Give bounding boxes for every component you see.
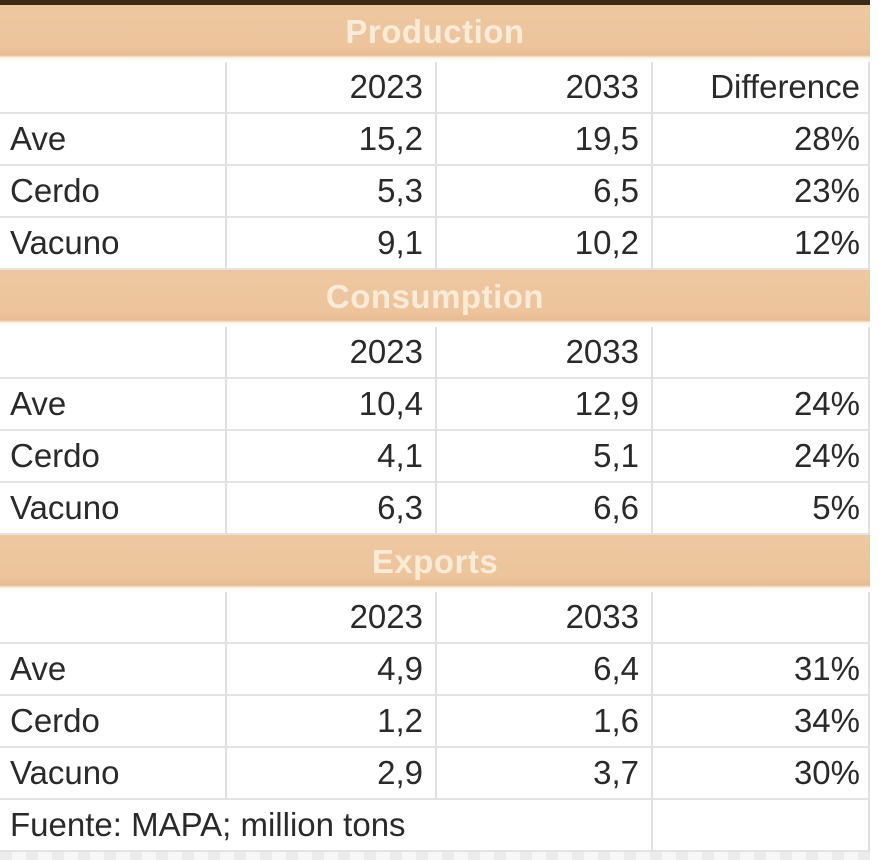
- column-header-row: 2023 2033: [0, 592, 870, 644]
- value-cell-2023: 1,2: [227, 696, 437, 748]
- diff-cell: 30%: [653, 748, 870, 800]
- data-table: Production 2023 2033 Difference Ave 15,2…: [0, 0, 870, 860]
- value-cell-2033: 1,6: [437, 696, 653, 748]
- difference-header: [653, 592, 870, 644]
- value-cell-2033: 6,4: [437, 644, 653, 696]
- year-2023-header: 2023: [227, 62, 437, 114]
- year-2033-header: 2033: [437, 327, 653, 379]
- row-label-cell: Cerdo: [0, 431, 227, 483]
- column-header-row: 2023 2033 Difference: [0, 62, 870, 114]
- value-cell-2023: 15,2: [227, 114, 437, 166]
- value-cell-2033: 3,7: [437, 748, 653, 800]
- row-label-cell: Ave: [0, 379, 227, 431]
- empty-cell: [653, 800, 870, 852]
- diff-cell: 24%: [653, 379, 870, 431]
- diff-cell: 12%: [653, 218, 870, 270]
- empty-corner-cell: [0, 592, 227, 644]
- row-label-cell: Vacuno: [0, 218, 227, 270]
- difference-header: Difference: [653, 62, 870, 114]
- row-label-cell: Vacuno: [0, 483, 227, 535]
- value-cell-2033: 6,5: [437, 166, 653, 218]
- table-row: Ave 4,9 6,4 31%: [0, 644, 870, 696]
- row-label-cell: Cerdo: [0, 166, 227, 218]
- source-note: Fuente: MAPA; million tons: [0, 800, 653, 852]
- year-2023-header: 2023: [227, 592, 437, 644]
- section-title: Exports: [371, 542, 499, 580]
- diff-cell: 28%: [653, 114, 870, 166]
- value-cell-2033: 12,9: [437, 379, 653, 431]
- table-top-border: [0, 0, 870, 5]
- diff-cell: 34%: [653, 696, 870, 748]
- row-label-cell: Vacuno: [0, 748, 227, 800]
- table-row: Cerdo 4,1 5,1 24%: [0, 431, 870, 483]
- year-2023-header: 2023: [227, 327, 437, 379]
- row-label-cell: Ave: [0, 114, 227, 166]
- table-row: Vacuno 9,1 10,2 12%: [0, 218, 870, 270]
- source-note-row: Fuente: MAPA; million tons: [0, 800, 870, 852]
- value-cell-2023: 2,9: [227, 748, 437, 800]
- value-cell-2023: 6,3: [227, 483, 437, 535]
- table-row: Cerdo 1,2 1,6 34%: [0, 696, 870, 748]
- year-2033-header: 2033: [437, 62, 653, 114]
- diff-cell: 23%: [653, 166, 870, 218]
- value-cell-2033: 10,2: [437, 218, 653, 270]
- diff-cell: 5%: [653, 483, 870, 535]
- column-header-row: 2023 2033: [0, 327, 870, 379]
- value-cell-2023: 5,3: [227, 166, 437, 218]
- value-cell-2023: 10,4: [227, 379, 437, 431]
- row-label-cell: Cerdo: [0, 696, 227, 748]
- diff-cell: 24%: [653, 431, 870, 483]
- section-header-consumption: Consumption: [0, 270, 870, 327]
- empty-corner-cell: [0, 327, 227, 379]
- section-header-exports: Exports: [0, 535, 870, 592]
- table-row: Cerdo 5,3 6,5 23%: [0, 166, 870, 218]
- section-title: Production: [345, 12, 525, 50]
- value-cell-2033: 19,5: [437, 114, 653, 166]
- table-row: Vacuno 2,9 3,7 30%: [0, 748, 870, 800]
- value-cell-2023: 9,1: [227, 218, 437, 270]
- year-2033-header: 2033: [437, 592, 653, 644]
- difference-header: [653, 327, 870, 379]
- value-cell-2033: 5,1: [437, 431, 653, 483]
- diff-cell: 31%: [653, 644, 870, 696]
- empty-corner-cell: [0, 62, 227, 114]
- clipped-next-row-edge: [0, 852, 870, 860]
- section-header-production: Production: [0, 5, 870, 62]
- value-cell-2033: 6,6: [437, 483, 653, 535]
- row-label-cell: Ave: [0, 644, 227, 696]
- value-cell-2023: 4,9: [227, 644, 437, 696]
- table-row: Ave 10,4 12,9 24%: [0, 379, 870, 431]
- value-cell-2023: 4,1: [227, 431, 437, 483]
- section-title: Consumption: [325, 277, 545, 315]
- table-row: Ave 15,2 19,5 28%: [0, 114, 870, 166]
- table-row: Vacuno 6,3 6,6 5%: [0, 483, 870, 535]
